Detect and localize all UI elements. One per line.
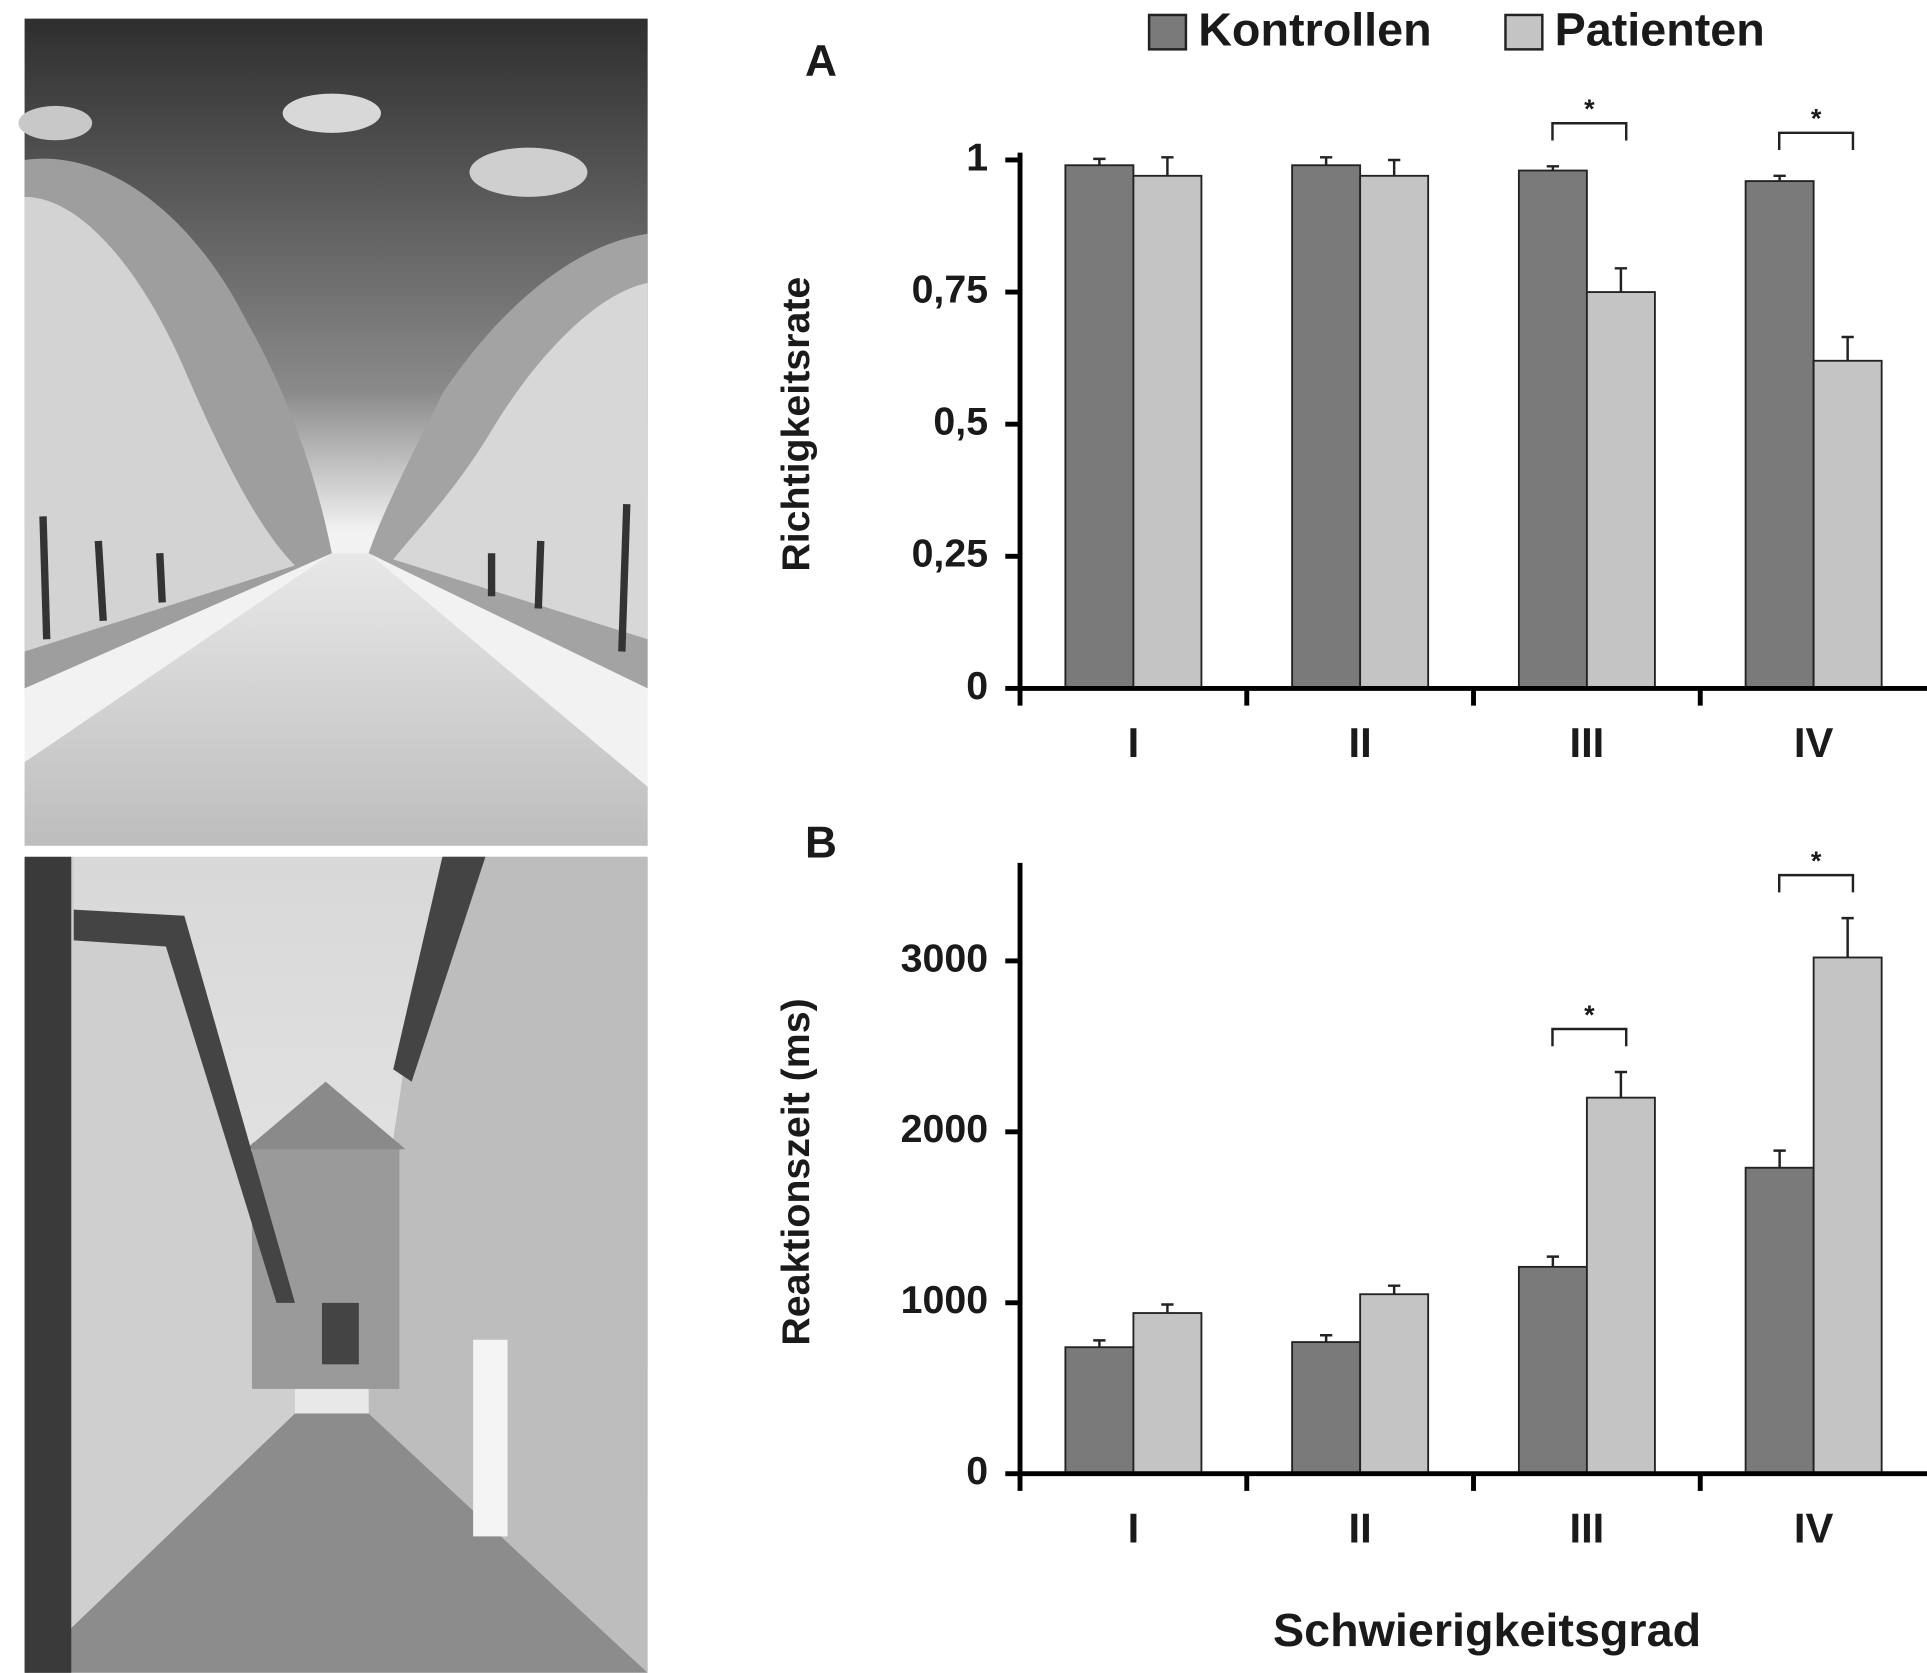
bar	[1292, 165, 1360, 688]
y-tick-label: 1000	[901, 1278, 988, 1322]
bar	[1133, 1313, 1201, 1474]
panel-label: A	[805, 37, 837, 86]
significance-label: *	[1584, 94, 1595, 124]
y-tick-label: 2000	[901, 1107, 988, 1151]
bar	[1360, 176, 1428, 689]
x-tick-label: II	[1349, 1505, 1372, 1552]
significance-label: *	[1584, 1000, 1595, 1030]
significance-label: *	[1811, 104, 1822, 134]
y-tick-label: 0	[966, 664, 988, 708]
y-axis-label: Reaktionszeit (ms)	[774, 998, 818, 1345]
error-bar	[1093, 159, 1105, 165]
bar	[1133, 176, 1201, 689]
legend-swatch	[1505, 15, 1542, 49]
significance-bracket	[1779, 133, 1853, 150]
error-bar	[1841, 918, 1853, 957]
y-tick-label: 0,5	[933, 400, 988, 444]
bar	[1587, 292, 1655, 688]
significance-bracket	[1779, 875, 1853, 892]
bar	[1587, 1098, 1655, 1474]
error-bar	[1615, 268, 1627, 292]
legend-swatch	[1149, 15, 1186, 49]
y-tick-label: 1	[966, 135, 988, 179]
error-bar	[1841, 337, 1853, 361]
error-bar	[1388, 1286, 1400, 1295]
x-tick-label: II	[1349, 719, 1372, 766]
x-tick-label: III	[1569, 719, 1604, 766]
bar	[1065, 1347, 1133, 1473]
bar	[1814, 361, 1882, 689]
photo-street	[25, 857, 648, 1673]
error-bar	[1320, 1335, 1332, 1342]
bar	[1065, 165, 1133, 688]
bar	[1814, 957, 1882, 1473]
photo-road	[18, 19, 647, 846]
significance-bracket	[1552, 123, 1626, 140]
error-bar	[1320, 157, 1332, 165]
x-axis-label: Schwierigkeitsgrad	[1273, 1604, 1701, 1656]
y-tick-label: 0,75	[912, 267, 989, 311]
legend-label: Kontrollen	[1198, 4, 1431, 56]
error-bar	[1093, 1340, 1105, 1347]
bar	[1519, 171, 1587, 689]
error-bar	[1161, 157, 1173, 175]
error-bar	[1388, 160, 1400, 176]
y-tick-label: 3000	[901, 936, 988, 980]
significance-label: *	[1811, 846, 1822, 876]
page: ARichtigkeitsrate00,250,50,751IIIIIIIV**…	[0, 0, 1927, 1673]
bar	[1360, 1294, 1428, 1473]
y-tick-label: 0,25	[912, 532, 989, 576]
x-tick-label: I	[1128, 719, 1140, 766]
bar	[1292, 1342, 1360, 1474]
x-tick-label: IV	[1794, 719, 1834, 766]
bar	[1519, 1267, 1587, 1474]
figure: ARichtigkeitsrate00,250,50,751IIIIIIIV**…	[0, 0, 1927, 1673]
significance-bracket	[1552, 1029, 1626, 1046]
y-axis-label: Richtigkeitsrate	[774, 277, 818, 572]
x-tick-label: III	[1569, 1505, 1604, 1552]
bar	[1746, 181, 1814, 688]
error-bar	[1547, 1257, 1559, 1267]
y-tick-label: 0	[966, 1449, 988, 1493]
panel-label: B	[805, 818, 837, 867]
x-tick-label: IV	[1794, 1505, 1834, 1552]
error-bar	[1773, 1151, 1785, 1168]
error-bar	[1615, 1072, 1627, 1098]
legend-label: Patienten	[1555, 4, 1765, 56]
x-tick-label: I	[1128, 1505, 1140, 1552]
bar	[1746, 1168, 1814, 1474]
error-bar	[1161, 1304, 1173, 1313]
